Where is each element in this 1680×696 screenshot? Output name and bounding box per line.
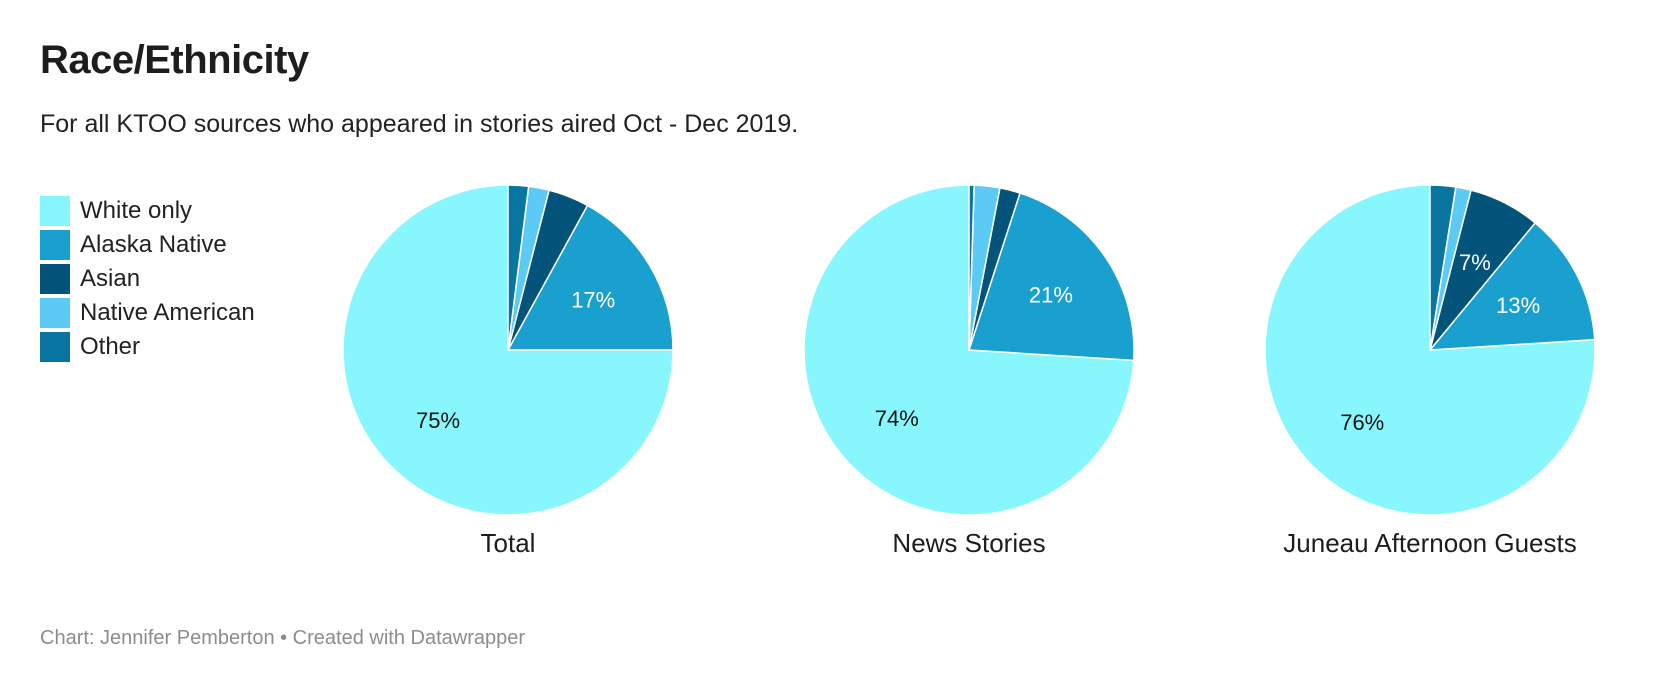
legend-item-white-only: White only [40, 194, 255, 228]
slice-label-alaska-native: 17% [571, 288, 615, 313]
slice-label-white-only: 74% [875, 406, 919, 431]
legend-label: Asian [80, 265, 141, 292]
chart-title: Race/Ethnicity [40, 38, 309, 82]
legend-item-asian: Asian [40, 262, 255, 296]
legend-label: Other [80, 333, 141, 360]
legend-swatch [40, 264, 70, 294]
legend-label: Native American [80, 299, 255, 326]
slice-label-white-only: 76% [1340, 410, 1384, 435]
pie-slice-white-only [342, 184, 674, 516]
legend-label: Alaska Native [80, 231, 227, 258]
legend-swatch [40, 332, 70, 362]
pie-juneau-afternoon-guests: 76% 13%7% Juneau Afternoon Guests [1264, 184, 1596, 558]
legend-label: White only [80, 197, 193, 224]
pie-title: News Stories [892, 528, 1045, 558]
legend-swatch [40, 230, 70, 260]
pie-title: Total [481, 528, 536, 558]
pie-slice-alaska-native [506, 204, 674, 351]
legend: White only Alaska Native Asian Native Am… [40, 194, 255, 364]
pie-title: Juneau Afternoon Guests [1283, 528, 1576, 558]
pie-slice-other [1429, 184, 1457, 351]
legend-swatch [40, 196, 70, 226]
pie-slice-alaska-native [967, 192, 1135, 362]
slice-label-alaska-native: 21% [1029, 282, 1073, 307]
slice-label-alaska-native: 13% [1496, 293, 1540, 318]
legend-item-native-american: Native American [40, 296, 255, 330]
pie-slice-other [507, 184, 530, 351]
pie-total: 75% 17% Total [342, 184, 674, 558]
chart-credit: Chart: Jennifer Pemberton • Created with… [40, 627, 526, 649]
pie-charts: 75% 17% Total 74% 21% News Stories 76% 13%7% Jun… [342, 184, 1596, 558]
legend-item-other: Other [40, 330, 255, 364]
pie-slice-alaska-native [1428, 221, 1596, 351]
pie-slice-white-only [1264, 184, 1596, 516]
slice-label-white-only: 75% [416, 408, 460, 433]
chart-subtitle: For all KTOO sources who appeared in sto… [40, 110, 799, 138]
legend-item-alaska-native: Alaska Native [40, 228, 255, 262]
legend-swatch [40, 298, 70, 328]
pie-news-stories: 74% 21% News Stories [803, 184, 1135, 558]
pie-slice-other [968, 184, 975, 351]
slice-label-asian: 7% [1459, 250, 1491, 275]
